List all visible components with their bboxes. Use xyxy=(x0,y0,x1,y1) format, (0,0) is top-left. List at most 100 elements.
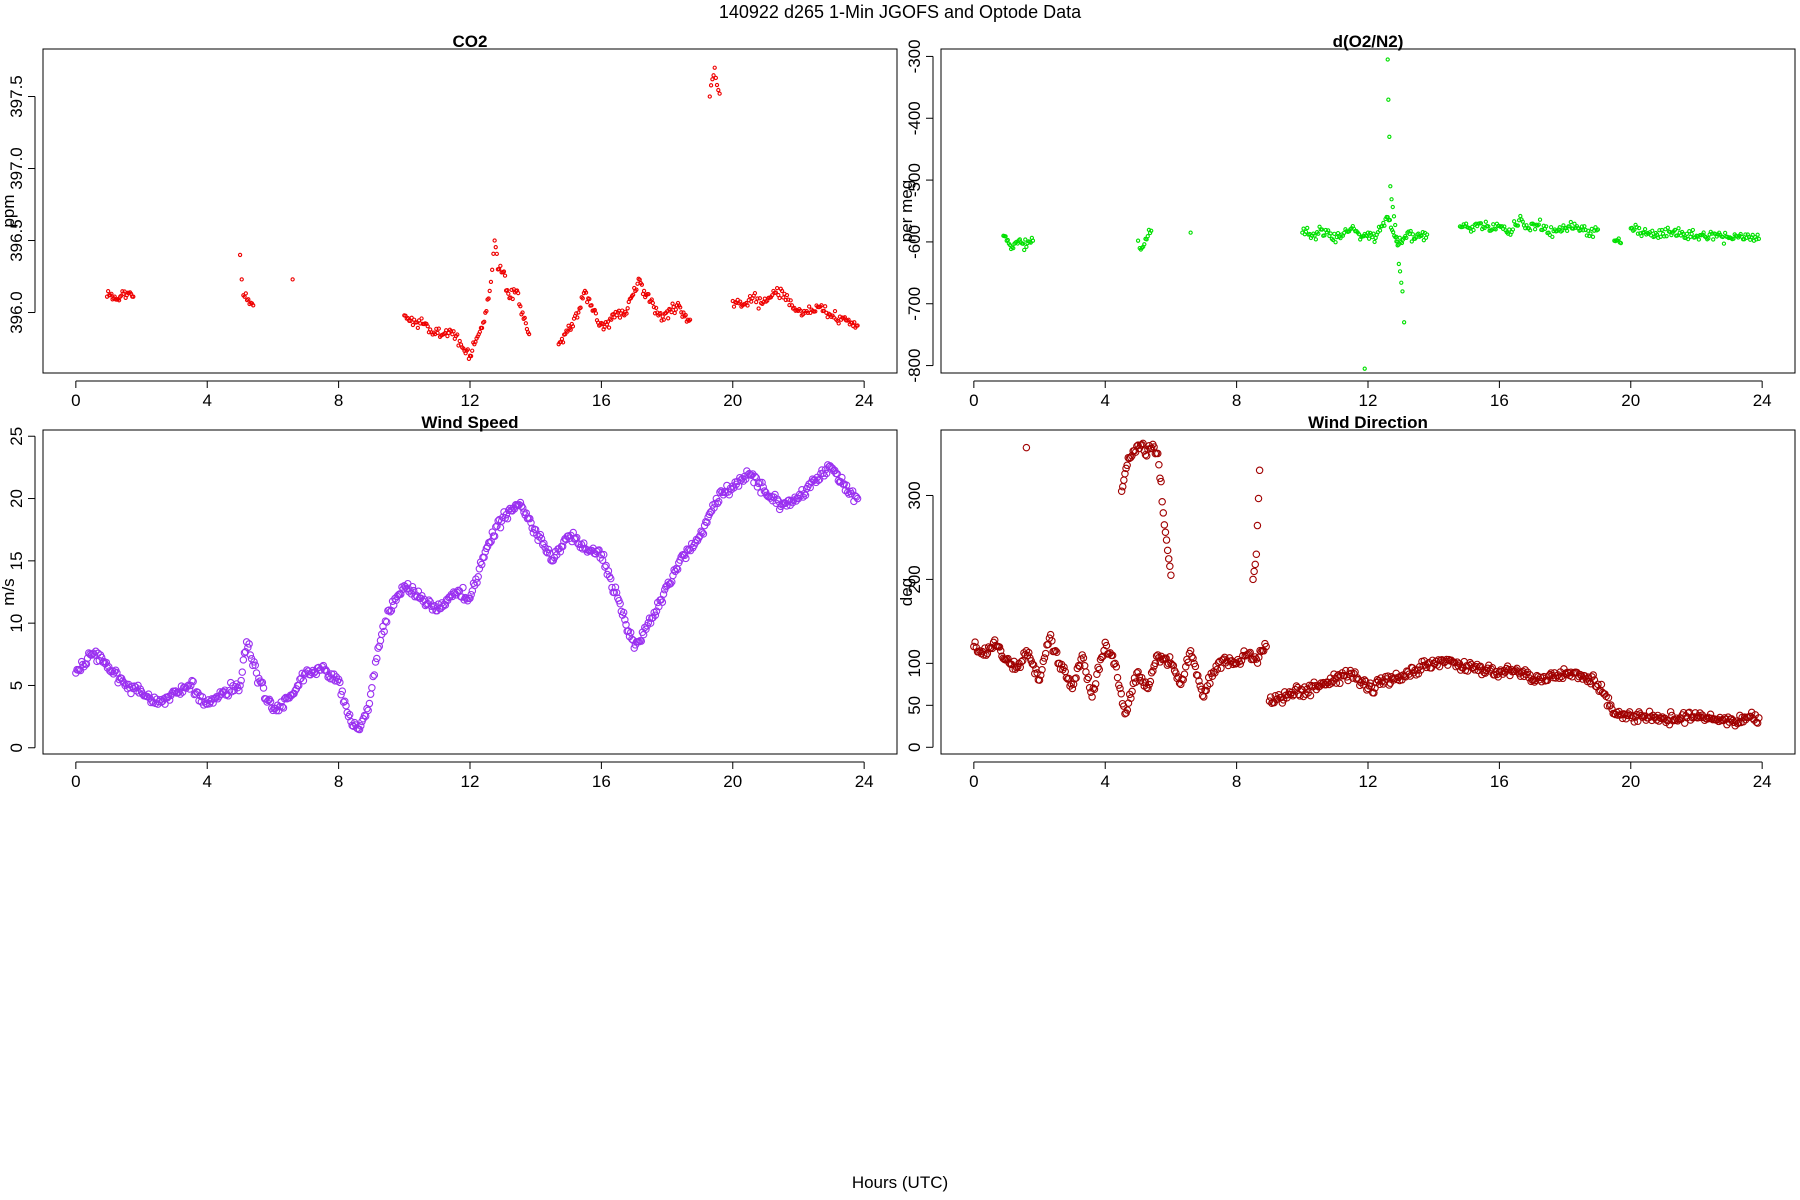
data-point xyxy=(279,704,288,712)
data-point xyxy=(430,332,435,337)
data-point xyxy=(1029,235,1035,241)
x-tick-label: 16 xyxy=(1490,391,1509,410)
data-point xyxy=(1363,686,1371,694)
data-point xyxy=(1161,528,1170,536)
data-point xyxy=(488,279,494,285)
y-axis-label: ppm xyxy=(0,194,18,227)
data-point xyxy=(1123,461,1131,470)
data-point xyxy=(745,303,750,308)
data-point xyxy=(540,539,548,548)
data-point xyxy=(749,299,754,304)
data-point xyxy=(1164,555,1173,563)
data-point xyxy=(666,316,671,321)
data-point xyxy=(1582,224,1587,229)
data-point xyxy=(1322,233,1327,238)
data-point xyxy=(382,618,391,626)
data-point xyxy=(486,296,491,301)
data-point xyxy=(101,660,109,668)
data-point xyxy=(698,528,707,537)
data-point xyxy=(1397,269,1403,274)
data-point xyxy=(86,650,94,658)
data-point xyxy=(691,539,699,547)
data-point xyxy=(1303,229,1309,234)
panel-o2n2: d(O2/N2) 0 4 8 12 16 20 24 -800 -700 -600 -500 -400 -… xyxy=(897,32,1796,410)
data-point xyxy=(1019,241,1025,246)
data-point xyxy=(1476,221,1481,226)
data-point xyxy=(1311,682,1319,690)
data-point xyxy=(1194,671,1202,680)
data-point xyxy=(1163,546,1172,555)
data-point xyxy=(716,87,721,93)
data-point xyxy=(1653,230,1659,236)
data-point xyxy=(1164,659,1173,668)
data-points xyxy=(72,461,862,734)
data-point xyxy=(1537,217,1543,222)
data-point xyxy=(434,326,439,332)
data-point xyxy=(365,699,374,708)
data-point xyxy=(1327,679,1336,687)
data-point xyxy=(144,690,153,698)
data-point xyxy=(687,539,696,548)
data-point xyxy=(1041,649,1050,658)
data-point xyxy=(646,291,651,297)
data-point xyxy=(1548,225,1554,230)
data-point xyxy=(624,311,629,316)
data-point xyxy=(1640,230,1645,235)
data-point xyxy=(759,483,768,491)
data-point xyxy=(806,304,812,309)
data-point xyxy=(1146,677,1155,686)
data-point xyxy=(523,321,528,326)
data-point xyxy=(651,304,657,310)
x-tick-label: 16 xyxy=(592,391,611,410)
data-point xyxy=(760,487,769,495)
data-point xyxy=(493,522,501,530)
data-point xyxy=(627,296,633,302)
data-point xyxy=(494,517,502,525)
data-point xyxy=(607,316,613,321)
data-point xyxy=(699,530,708,538)
y-tick-label: -400 xyxy=(905,101,924,135)
data-point xyxy=(1666,229,1672,234)
data-point xyxy=(1423,235,1429,240)
data-point xyxy=(786,297,791,302)
data-point xyxy=(783,297,788,303)
data-point xyxy=(1265,697,1274,705)
data-point xyxy=(568,327,573,332)
data-points xyxy=(104,65,860,361)
data-point xyxy=(418,591,426,600)
data-point xyxy=(644,619,653,627)
data-point xyxy=(614,313,619,318)
data-point xyxy=(1684,231,1690,236)
data-point xyxy=(1387,217,1393,223)
data-point xyxy=(1636,225,1642,231)
data-point xyxy=(1138,673,1146,682)
data-point xyxy=(852,320,857,325)
data-point xyxy=(822,469,831,478)
data-point xyxy=(781,295,786,300)
data-point xyxy=(714,82,720,88)
data-point xyxy=(1135,238,1141,243)
figure-x-label: Hours (UTC) xyxy=(852,1173,948,1192)
data-point xyxy=(1089,684,1098,692)
data-point xyxy=(1169,661,1178,670)
data-point xyxy=(1155,461,1163,469)
data-point xyxy=(490,267,495,272)
data-point xyxy=(1701,230,1706,235)
data-point xyxy=(677,553,685,561)
data-point xyxy=(595,546,603,554)
data-point xyxy=(1401,320,1407,325)
data-point xyxy=(659,590,668,598)
data-point xyxy=(1594,228,1599,233)
data-point xyxy=(1072,674,1080,682)
data-point xyxy=(1147,668,1156,677)
data-point xyxy=(1514,668,1522,676)
data-point xyxy=(474,572,482,581)
data-point xyxy=(1658,234,1663,239)
data-point xyxy=(1360,676,1369,684)
data-point xyxy=(1395,243,1400,248)
data-point xyxy=(215,692,223,701)
data-point xyxy=(1245,649,1253,657)
data-point xyxy=(805,310,811,316)
data-point xyxy=(815,475,824,484)
data-point xyxy=(707,94,712,99)
